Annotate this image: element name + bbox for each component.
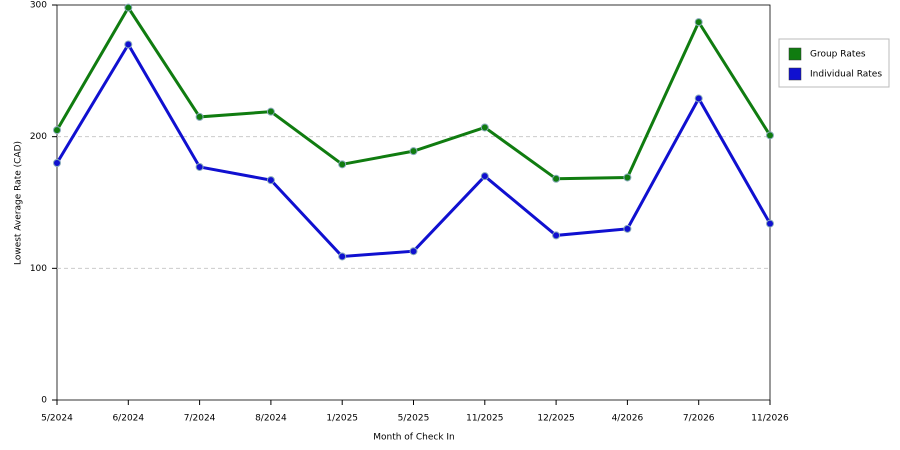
data-point [623,173,632,182]
data-point [266,107,275,116]
y-tick-label: 300 [30,1,47,11]
y-tick-label: 100 [30,264,47,274]
data-point [124,3,133,12]
data-point [694,18,703,27]
x-tick-label: 8/2024 [255,414,287,424]
data-point [53,126,61,135]
data-point [552,231,561,240]
legend-label: Group Rates [810,50,866,60]
data-point [766,219,774,228]
data-point [338,160,347,169]
data-point [694,94,703,103]
x-tick-label: 7/2026 [683,414,715,424]
x-tick-label: 11/2026 [751,414,789,424]
data-point [409,147,418,156]
x-tick-label: 6/2024 [112,414,144,424]
x-tick-label: 1/2025 [326,414,358,424]
legend-swatch [788,47,802,61]
data-point [623,224,632,233]
data-point [552,174,561,183]
legend-label: Individual Rates [810,70,882,80]
data-point [53,159,61,167]
legend-swatch [788,67,802,81]
x-tick-label: 12/2025 [537,414,574,424]
data-point [480,123,489,132]
x-tick-label: 5/2025 [398,414,430,424]
data-point [124,40,133,49]
x-tick-label: 11/2025 [466,414,503,424]
y-axis-label: Lowest Average Rate (CAD) [14,141,24,265]
y-tick-label: 200 [30,132,47,142]
data-point [409,247,418,256]
x-tick-label: 5/2024 [41,414,73,424]
y-tick-label: 0 [41,396,47,406]
data-point [266,176,275,185]
data-point [195,112,204,121]
data-point [338,252,347,261]
data-point [766,131,774,140]
x-tick-label: 4/2026 [612,414,644,424]
x-axis-label: Month of Check In [373,433,455,443]
data-point [480,172,489,181]
x-tick-label: 7/2024 [184,414,216,424]
data-point [195,162,204,171]
